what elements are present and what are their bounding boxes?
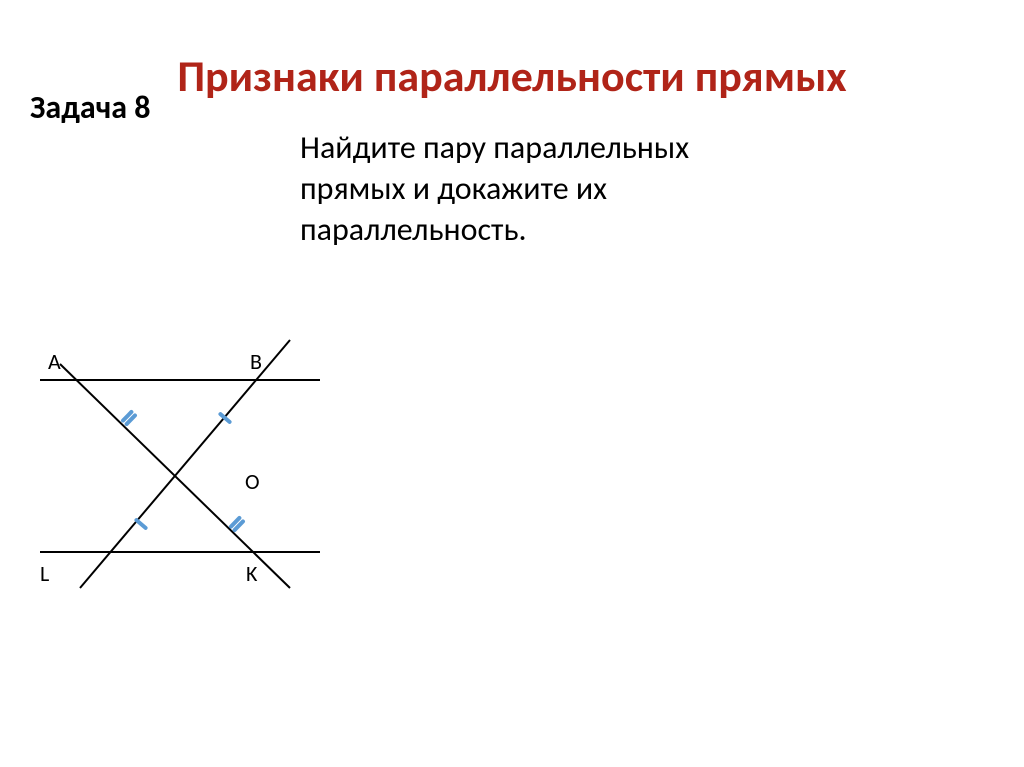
- label-l: L: [40, 560, 49, 587]
- problem-statement: Найдите пару параллельныхпрямых и докажи…: [300, 128, 689, 251]
- label-a: A: [48, 348, 61, 375]
- geometry-diagram: A B O L K: [30, 310, 350, 600]
- label-b: B: [250, 348, 262, 375]
- slide: { "title": { "text": "Признаки параллель…: [0, 0, 1024, 767]
- problem-number: Задача 8: [30, 88, 151, 127]
- label-k: K: [246, 560, 257, 587]
- page-title: Признаки параллельности прямых: [0, 49, 1024, 103]
- line-bl: [80, 340, 290, 588]
- diagram-svg: [30, 310, 350, 600]
- tick-group: [123, 412, 243, 530]
- label-o: O: [245, 468, 260, 495]
